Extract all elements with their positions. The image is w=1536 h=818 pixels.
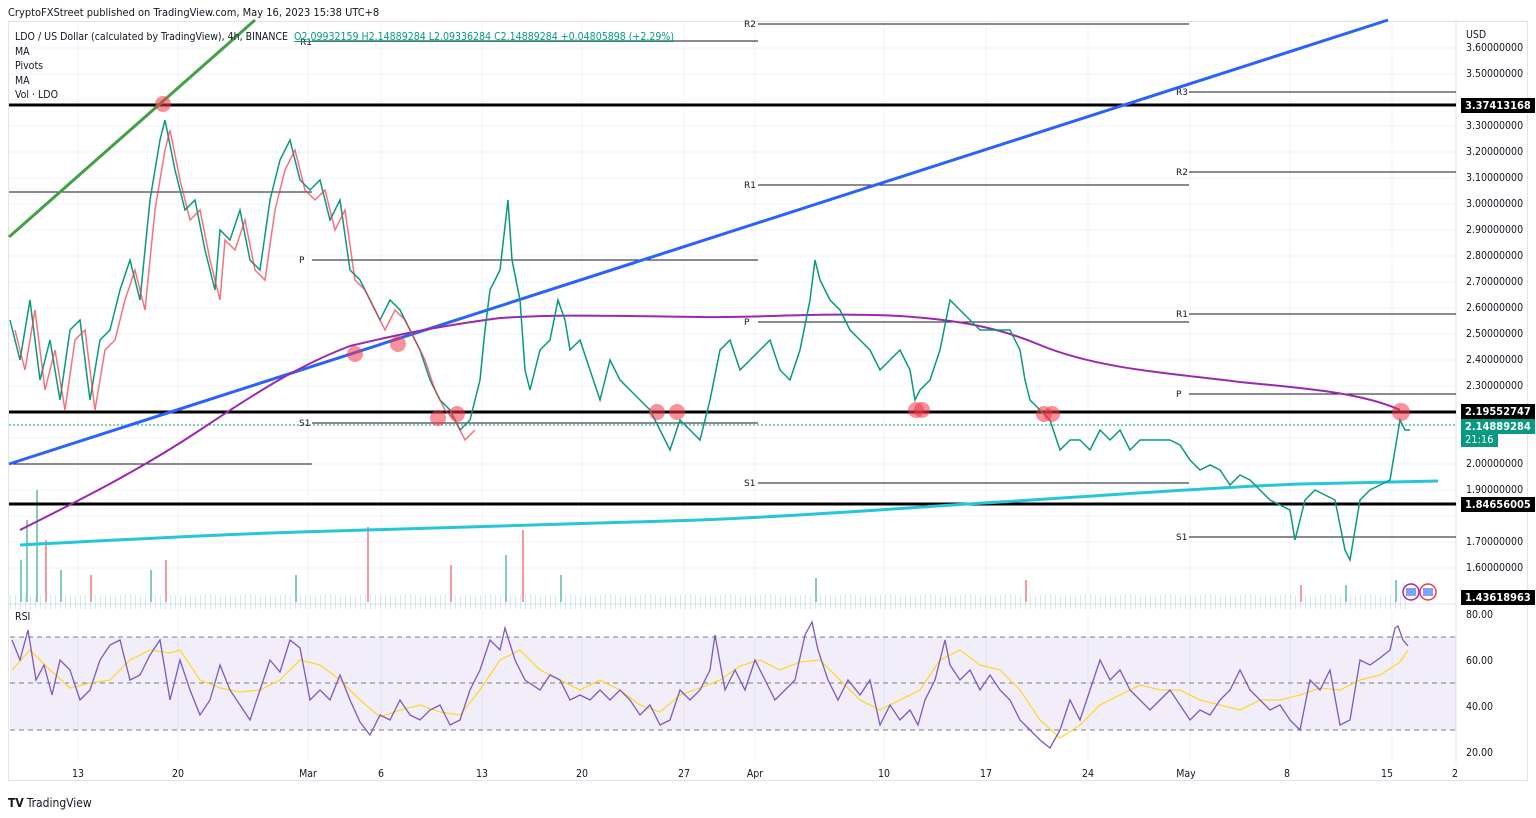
- time-tick: Apr: [746, 768, 764, 780]
- pivot-lines: [9, 23, 1456, 538]
- time-tick: 13: [71, 768, 85, 780]
- resistance-price-tag: 3.37413168: [1461, 98, 1535, 113]
- price-tick: 2.30000000: [1466, 380, 1524, 392]
- svg-text:R1: R1: [300, 38, 312, 48]
- price-tick: 3.00000000: [1466, 198, 1524, 210]
- rsi-tick: 60.00: [1466, 655, 1494, 667]
- rsi-pane: [10, 620, 1456, 749]
- time-tick: 17: [979, 768, 993, 780]
- price-tick: 2.90000000: [1466, 224, 1524, 236]
- volume-bars: [10, 490, 1410, 609]
- svg-text:S1: S1: [744, 479, 755, 489]
- pivot-labels: R2 R1 R1 P S1 P S1 R3 R2 R1 P S1: [299, 20, 1188, 543]
- time-tick: 24: [1081, 768, 1095, 780]
- rsi-label[interactable]: RSI: [15, 611, 31, 623]
- time-tick: Mar: [299, 768, 317, 780]
- price-tick: 2.40000000: [1466, 354, 1524, 366]
- time-tick: 6: [377, 768, 385, 780]
- time-tick: 15: [1380, 768, 1394, 780]
- event-flags[interactable]: [1402, 583, 1437, 601]
- svg-text:P: P: [744, 318, 750, 328]
- rsi-tick: 80.00: [1466, 609, 1494, 621]
- price-tick: 1.60000000: [1466, 562, 1524, 574]
- tradingview-logo[interactable]: TV TradingView: [8, 796, 92, 810]
- volume-price-tag: 1.43618963: [1461, 590, 1535, 605]
- indicator-pivots[interactable]: Pivots: [15, 60, 44, 73]
- price-tick: 2.50000000: [1466, 328, 1524, 340]
- svg-text:P: P: [1176, 390, 1182, 400]
- price-tick: 2.70000000: [1466, 276, 1524, 288]
- tradingview-icon: TV: [8, 796, 24, 810]
- touch-markers: [155, 96, 1410, 426]
- ma-purple: [19, 313, 1401, 531]
- chart-frame: [8, 21, 1528, 781]
- price-tick: 2.80000000: [1466, 250, 1524, 262]
- bar-countdown: 21:16: [1461, 432, 1498, 447]
- blue-trendline[interactable]: [8, 18, 1389, 466]
- green-trendline[interactable]: [8, 18, 256, 239]
- svg-text:R3: R3: [1176, 88, 1188, 98]
- svg-text:R2: R2: [1176, 168, 1188, 178]
- price-tick: 3.10000000: [1466, 172, 1524, 184]
- indicator-ma-2[interactable]: MA: [15, 74, 30, 87]
- time-tick: 20: [171, 768, 185, 780]
- time-tick: 13: [475, 768, 489, 780]
- price-tick: 3.50000000: [1466, 68, 1524, 80]
- published-caption: CryptoFXStreet published on TradingView.…: [8, 6, 380, 19]
- support-price-tag: 1.84656005: [1461, 497, 1535, 512]
- svg-text:S1: S1: [1176, 533, 1187, 543]
- chart-legend: LDO / US Dollar (calculated by TradingVi…: [15, 30, 674, 103]
- brand-name: TradingView: [26, 796, 92, 810]
- last-price-tag: 2.14889284: [1461, 419, 1535, 434]
- indicator-volume[interactable]: Vol · LDO: [15, 89, 59, 102]
- symbol-title[interactable]: LDO / US Dollar (calculated by TradingVi…: [15, 31, 289, 43]
- resistance-mid-price-tag: 2.19552747: [1461, 404, 1535, 419]
- time-tick: 8: [1283, 768, 1291, 780]
- rsi-tick: 40.00: [1466, 701, 1494, 713]
- price-tick: 3.60000000: [1466, 42, 1524, 54]
- time-tick: 2: [1451, 768, 1459, 780]
- ohlc-values: O2.09932159 H2.14889284 L2.09336284 C2.1…: [294, 31, 675, 43]
- svg-text:R1: R1: [1176, 310, 1188, 320]
- svg-text:S1: S1: [299, 419, 310, 429]
- time-tick: 27: [677, 768, 691, 780]
- price-tick: 1.90000000: [1466, 484, 1524, 496]
- indicator-ma-1[interactable]: MA: [15, 45, 30, 58]
- time-tick: 10: [877, 768, 891, 780]
- candles: [9, 119, 1410, 563]
- price-tick: 1.70000000: [1466, 536, 1524, 548]
- price-tick: 2.60000000: [1466, 302, 1524, 314]
- support-resistance-lines[interactable]: [9, 103, 1456, 506]
- svg-text:P: P: [299, 256, 305, 266]
- price-tick: 3.20000000: [1466, 146, 1524, 158]
- ma-cyan: [19, 479, 1439, 547]
- time-tick: 20: [575, 768, 589, 780]
- rsi-tick: 20.00: [1466, 747, 1494, 759]
- price-tick: 3.30000000: [1466, 120, 1524, 132]
- price-tick: 2.00000000: [1466, 458, 1524, 470]
- time-tick: May: [1176, 768, 1196, 780]
- svg-text:R2: R2: [744, 20, 756, 30]
- svg-text:R1: R1: [744, 181, 756, 191]
- currency-label: USD: [1466, 29, 1487, 41]
